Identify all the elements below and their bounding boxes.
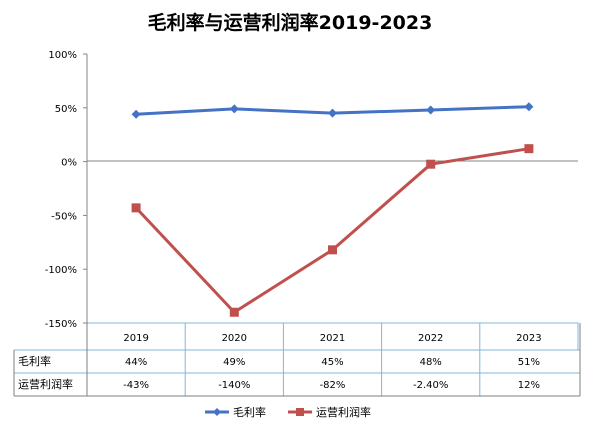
legend-item: 毛利率	[205, 405, 266, 419]
x-category-label: 2022	[418, 333, 443, 344]
legend-label: 毛利率	[233, 405, 266, 419]
legend-label: 运营利润率	[316, 405, 371, 419]
table-cell: 49%	[223, 357, 245, 368]
x-category-label: 2023	[516, 333, 541, 344]
y-axis: 100% 50% 0% -50% -100% -150%	[45, 50, 578, 330]
series-line	[135, 147, 530, 314]
data-point	[426, 105, 436, 115]
data-point	[524, 144, 534, 154]
chart-title: 毛利率与运营利润率2019-2023	[148, 11, 433, 34]
data-point	[131, 203, 141, 213]
x-category-label: 2021	[320, 333, 345, 344]
y-tick-label: -100%	[45, 265, 77, 276]
y-tick-label: 50%	[55, 104, 77, 115]
table-row-header: 运营利润率	[18, 377, 73, 391]
data-point	[131, 109, 141, 119]
table-cell: 51%	[518, 357, 540, 368]
table-row-header: 毛利率	[18, 354, 51, 368]
series-2	[131, 144, 534, 317]
data-point	[229, 104, 239, 114]
legend: 毛利率 运营利润率	[205, 405, 371, 419]
data-point	[328, 245, 337, 255]
data-point	[229, 307, 239, 317]
table-cell: -82%	[320, 380, 346, 391]
legend-marker	[213, 408, 221, 416]
data-point	[328, 108, 337, 118]
legend-marker	[296, 408, 304, 416]
table-cell: -2.40%	[413, 380, 448, 391]
y-tick-label: -150%	[45, 319, 77, 330]
y-tick-label: 0%	[61, 158, 77, 169]
data-point	[524, 102, 534, 112]
x-category-label: 2020	[222, 333, 247, 344]
y-tick-label: -50%	[51, 211, 77, 222]
data-point	[426, 159, 436, 169]
series-1	[131, 102, 534, 119]
table-cell: -43%	[123, 380, 149, 391]
table-cell: -140%	[218, 380, 250, 391]
table-cell: 44%	[125, 357, 147, 368]
table-cell: 12%	[518, 380, 540, 391]
table-header-row	[86, 322, 579, 351]
data-table: 2019 2020 2021 2022 2023 毛利率 44% 49% 45% 48% 51% 运营…	[13, 322, 581, 397]
legend-item: 运营利润率	[288, 405, 371, 419]
table-cell: 45%	[321, 357, 343, 368]
x-category-label: 2019	[123, 333, 148, 344]
y-tick-label: 100%	[48, 50, 77, 61]
table-cell: 48%	[420, 357, 442, 368]
plot-area	[131, 102, 534, 317]
